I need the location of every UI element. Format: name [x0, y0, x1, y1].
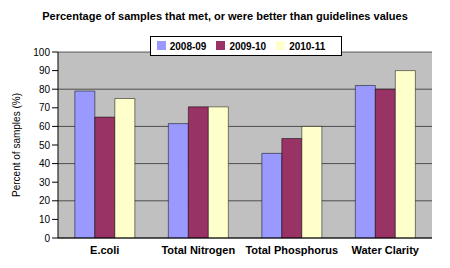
html-text:2009-10: 2009-10 — [229, 41, 267, 52]
svg-text:20: 20 — [39, 195, 51, 206]
svg-text:E.coli: E.coli — [90, 244, 119, 256]
html-text:2010-11: 2010-11 — [289, 41, 326, 52]
html-text:2008-09: 2008-09 — [169, 41, 207, 52]
svg-text:100: 100 — [33, 47, 50, 58]
svg-text:40: 40 — [39, 158, 51, 169]
svg-text:Percent of samples (%): Percent of samples (%) — [11, 93, 22, 197]
svg-text:70: 70 — [39, 102, 51, 113]
svg-text:60: 60 — [39, 121, 51, 132]
svg-text:90: 90 — [39, 65, 51, 76]
svg-text:Total Phosphorus: Total Phosphorus — [245, 244, 338, 256]
html-text:Percentage of samples that met: Percentage of samples that met, or were … — [42, 10, 408, 22]
svg-text:Total Nitrogen: Total Nitrogen — [161, 244, 235, 256]
svg-text:0: 0 — [44, 233, 50, 244]
svg-text:Water Clarity: Water Clarity — [352, 244, 420, 256]
svg-text:30: 30 — [39, 177, 51, 188]
svg-text:80: 80 — [39, 84, 51, 95]
svg-text:50: 50 — [39, 140, 51, 151]
svg-text:10: 10 — [39, 214, 51, 225]
